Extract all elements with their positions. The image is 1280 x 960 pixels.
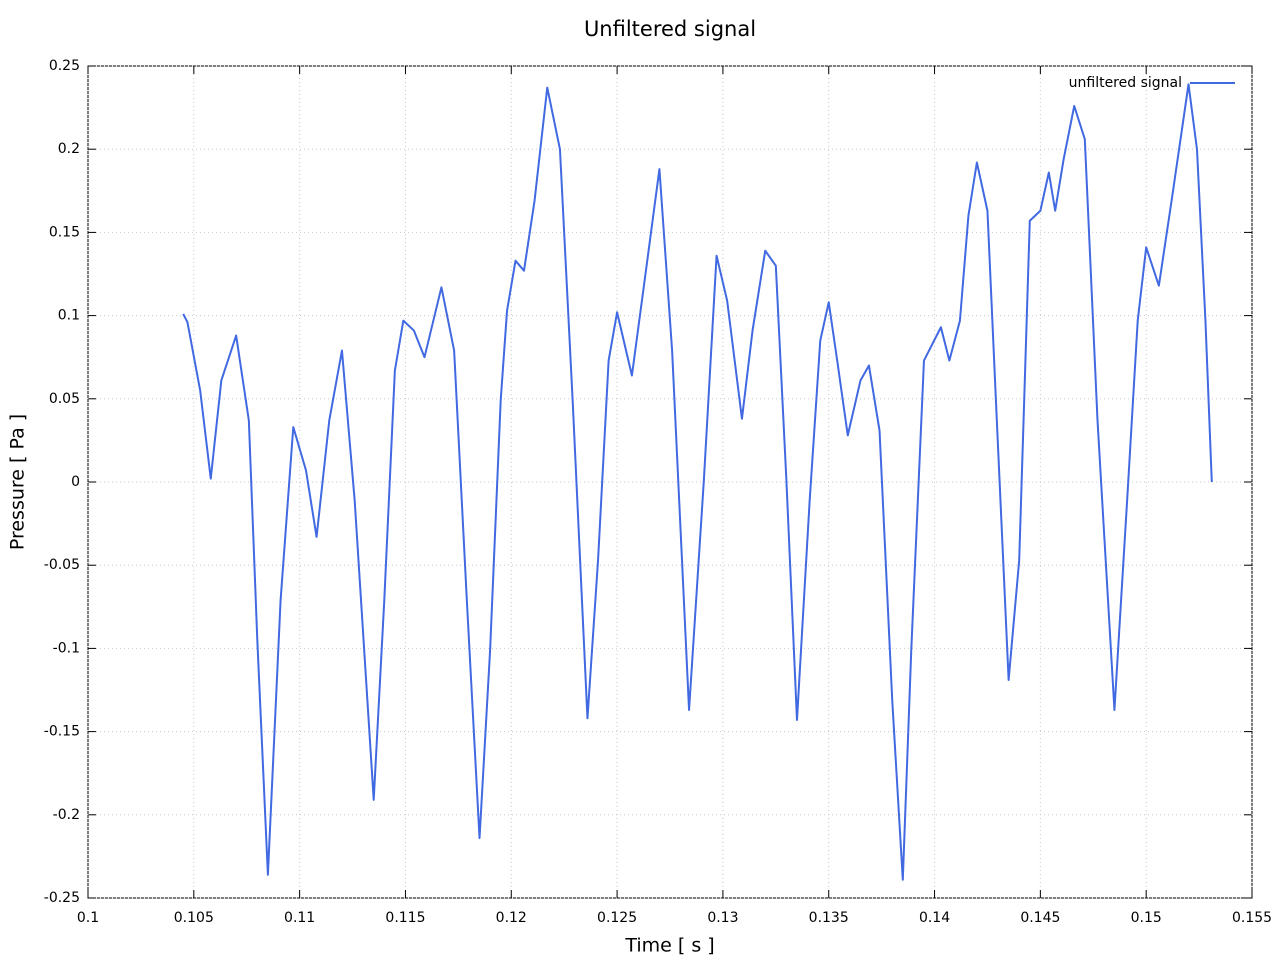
x-tick-label: 0.125 [597,910,637,926]
y-tick-label: 0 [71,474,80,490]
x-tick-label: 0.15 [1131,910,1162,926]
y-axis-label: Pressure [ Pa ] [7,414,29,550]
x-tick-label: 0.11 [284,910,315,926]
y-tick-label: -0.25 [44,890,80,906]
chart-title: Unfiltered signal [584,17,756,41]
y-tick-label: -0.1 [53,640,80,656]
y-tick-label: 0.15 [49,224,80,240]
x-tick-label: 0.13 [707,910,738,926]
x-tick-label: 0.1 [77,910,99,926]
x-axis-label: Time [ s ] [624,935,714,957]
y-tick-label: -0.05 [44,557,80,573]
x-tick-label: 0.14 [919,910,950,926]
y-tick-label: -0.15 [44,724,80,740]
y-tick-label: 0.2 [58,141,80,157]
y-tick-label: 0.25 [49,58,80,74]
x-tick-label: 0.115 [385,910,425,926]
data-line [182,83,1213,881]
x-tick-label: 0.12 [496,910,527,926]
x-tick-label: 0.105 [174,910,214,926]
y-tick-label: 0.05 [49,391,80,407]
x-tick-label: 0.155 [1232,910,1272,926]
x-tick-label: 0.145 [1020,910,1060,926]
legend-label: unfiltered signal [1069,75,1182,91]
y-tick-label: -0.2 [53,807,80,823]
x-tick-label: 0.135 [809,910,849,926]
y-tick-label: 0.1 [58,308,80,324]
